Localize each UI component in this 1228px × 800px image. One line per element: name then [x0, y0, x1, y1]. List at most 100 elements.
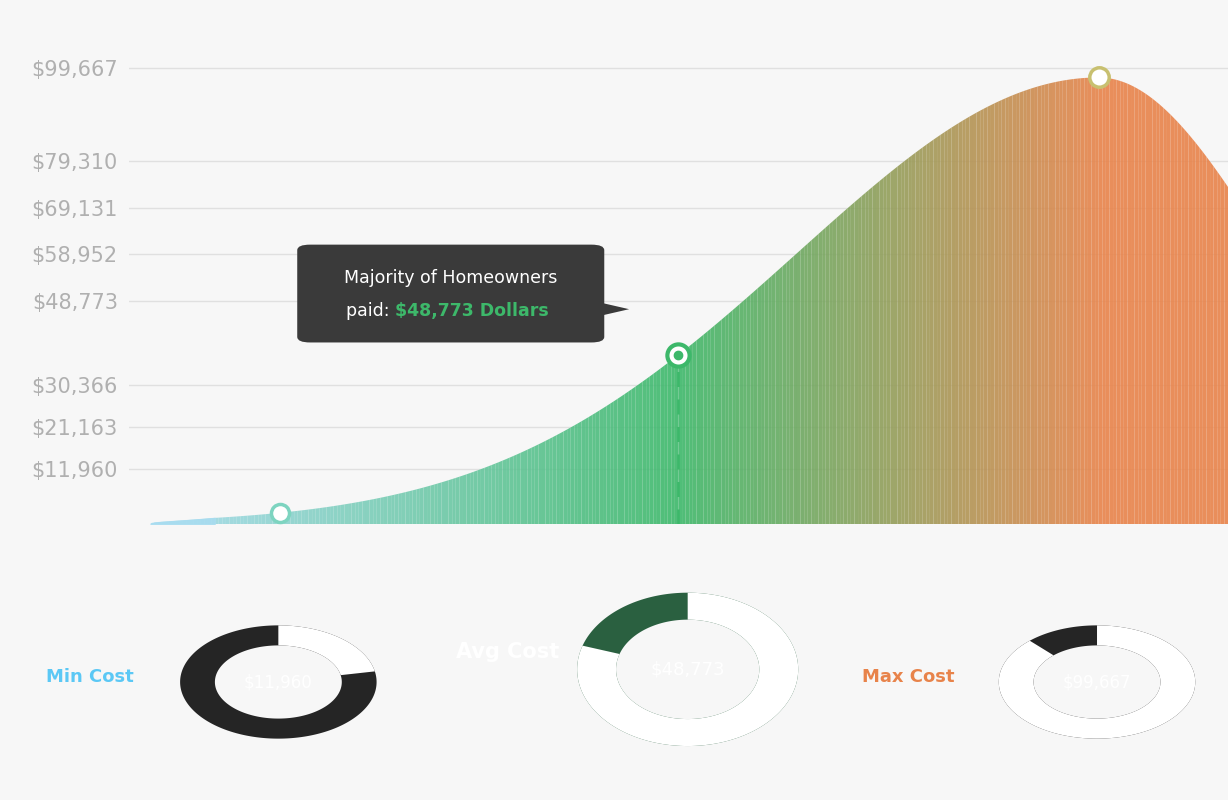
Polygon shape — [715, 322, 718, 524]
Polygon shape — [1124, 82, 1127, 524]
Polygon shape — [445, 480, 448, 524]
Polygon shape — [933, 137, 937, 524]
Polygon shape — [577, 593, 798, 746]
Polygon shape — [668, 360, 672, 524]
Polygon shape — [226, 517, 230, 524]
Polygon shape — [1070, 79, 1073, 524]
Polygon shape — [815, 234, 819, 524]
Polygon shape — [215, 518, 219, 524]
Polygon shape — [944, 130, 948, 524]
Polygon shape — [872, 184, 876, 524]
Polygon shape — [1120, 81, 1124, 524]
Text: Min Cost: Min Cost — [47, 668, 134, 686]
Polygon shape — [775, 270, 779, 524]
Polygon shape — [308, 509, 312, 524]
Polygon shape — [866, 190, 869, 524]
Polygon shape — [1163, 108, 1167, 524]
Polygon shape — [1185, 130, 1189, 524]
Polygon shape — [926, 142, 930, 524]
Polygon shape — [607, 403, 610, 524]
Polygon shape — [373, 498, 377, 524]
Polygon shape — [833, 218, 836, 524]
Polygon shape — [424, 486, 427, 524]
Polygon shape — [323, 507, 327, 524]
Polygon shape — [930, 140, 933, 524]
Polygon shape — [394, 494, 398, 524]
Polygon shape — [726, 314, 728, 524]
Polygon shape — [359, 502, 362, 524]
Polygon shape — [1210, 162, 1213, 524]
Polygon shape — [254, 514, 258, 524]
Polygon shape — [1127, 84, 1131, 524]
Polygon shape — [965, 117, 969, 524]
Polygon shape — [251, 515, 254, 524]
Polygon shape — [295, 511, 297, 524]
Polygon shape — [732, 307, 736, 524]
Polygon shape — [366, 500, 370, 524]
Polygon shape — [696, 338, 700, 524]
Polygon shape — [402, 492, 405, 524]
Polygon shape — [1142, 91, 1146, 524]
Polygon shape — [1206, 157, 1210, 524]
Text: Max Cost: Max Cost — [862, 668, 955, 686]
Polygon shape — [621, 394, 625, 524]
Polygon shape — [258, 514, 262, 524]
Polygon shape — [1203, 152, 1206, 524]
Polygon shape — [592, 413, 596, 524]
Polygon shape — [456, 477, 459, 524]
Polygon shape — [801, 246, 804, 524]
Polygon shape — [635, 384, 639, 524]
Polygon shape — [1060, 81, 1062, 524]
Polygon shape — [305, 510, 308, 524]
Polygon shape — [241, 516, 244, 524]
Polygon shape — [517, 453, 521, 524]
Polygon shape — [922, 145, 926, 524]
Polygon shape — [1016, 93, 1019, 524]
Polygon shape — [599, 408, 603, 524]
Polygon shape — [327, 506, 330, 524]
Polygon shape — [564, 430, 567, 524]
Polygon shape — [463, 474, 467, 524]
Polygon shape — [1174, 118, 1178, 524]
Polygon shape — [284, 512, 287, 524]
Polygon shape — [1084, 78, 1088, 524]
Polygon shape — [998, 626, 1195, 738]
Polygon shape — [176, 521, 179, 524]
Polygon shape — [577, 593, 798, 746]
Polygon shape — [1088, 78, 1092, 524]
Polygon shape — [1131, 86, 1135, 524]
Polygon shape — [1221, 177, 1224, 524]
Polygon shape — [779, 266, 782, 524]
Polygon shape — [631, 386, 635, 524]
Polygon shape — [1113, 79, 1116, 524]
Polygon shape — [905, 158, 909, 524]
Polygon shape — [747, 294, 750, 524]
Polygon shape — [474, 470, 478, 524]
Polygon shape — [165, 522, 168, 524]
Polygon shape — [491, 463, 495, 524]
Polygon shape — [413, 490, 416, 524]
Polygon shape — [675, 354, 679, 524]
Polygon shape — [355, 502, 359, 524]
Polygon shape — [262, 514, 265, 524]
Polygon shape — [1006, 97, 1009, 524]
Polygon shape — [381, 497, 384, 524]
Polygon shape — [1159, 105, 1163, 524]
Polygon shape — [955, 123, 959, 524]
Polygon shape — [513, 454, 517, 524]
Polygon shape — [427, 486, 431, 524]
Polygon shape — [980, 109, 984, 524]
Polygon shape — [642, 379, 646, 524]
Polygon shape — [879, 178, 883, 524]
Polygon shape — [291, 511, 295, 524]
Polygon shape — [1002, 98, 1006, 524]
Polygon shape — [362, 501, 366, 524]
Polygon shape — [1116, 80, 1120, 524]
Polygon shape — [916, 150, 919, 524]
Polygon shape — [1106, 78, 1109, 524]
Polygon shape — [431, 485, 435, 524]
Polygon shape — [829, 221, 833, 524]
Polygon shape — [181, 626, 377, 738]
Polygon shape — [769, 276, 772, 524]
Polygon shape — [233, 517, 237, 524]
